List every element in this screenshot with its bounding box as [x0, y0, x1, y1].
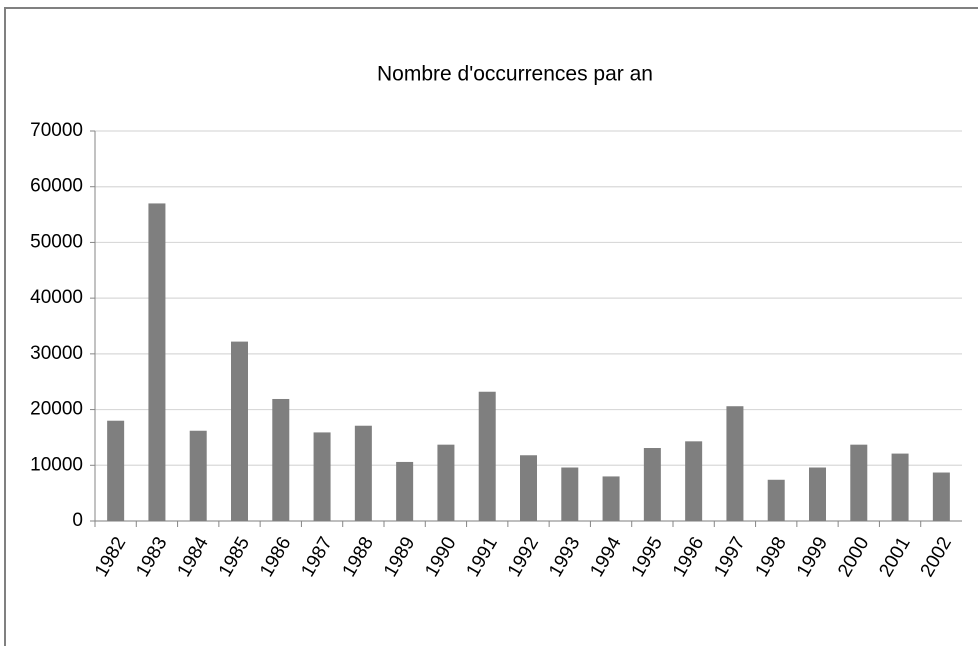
bar: [231, 341, 248, 521]
bar: [189, 430, 207, 521]
x-tick-label: 2002: [917, 534, 956, 581]
bar: [809, 467, 826, 521]
bar: [891, 453, 909, 521]
bar: [726, 406, 744, 521]
x-tick-label: 1990: [421, 534, 460, 581]
bar: [602, 476, 620, 521]
x-tick-label: 1983: [132, 534, 171, 581]
x-tick-label: 1993: [545, 534, 584, 581]
bar: [354, 425, 372, 521]
x-tick-label: 1991: [463, 534, 502, 581]
x-tick-label: 1996: [669, 534, 708, 581]
bar: [932, 472, 950, 521]
bar: [478, 391, 496, 521]
bar: [685, 441, 703, 521]
x-tick-label: 2001: [875, 534, 914, 581]
x-tick-label: 1989: [380, 534, 419, 581]
x-tick-label: 1994: [586, 533, 626, 580]
y-tick-label: 0: [72, 510, 83, 531]
bar: [850, 444, 868, 521]
x-tick-label: 1997: [710, 534, 749, 581]
x-tick-label: 1992: [504, 534, 543, 581]
bar: [561, 467, 579, 521]
bar: [396, 461, 414, 521]
x-tick-label: 1999: [793, 534, 832, 581]
x-tick-label: 1984: [174, 533, 214, 580]
x-tick-label: 1998: [752, 534, 791, 581]
bar: [107, 420, 125, 521]
x-tick-label: 1995: [628, 534, 667, 581]
x-tick-label: 1982: [91, 534, 130, 581]
bar: [520, 455, 537, 521]
y-tick-label: 60000: [30, 176, 83, 197]
x-tick-label: 1987: [297, 534, 336, 581]
y-tick-label: 40000: [30, 287, 83, 308]
y-tick-label: 20000: [30, 399, 83, 420]
y-tick-label: 30000: [30, 343, 83, 364]
bar: [767, 479, 785, 521]
x-tick-label: 2000: [834, 534, 873, 581]
bar: [272, 398, 290, 521]
bar: [643, 448, 661, 521]
y-tick-label: 50000: [30, 231, 83, 252]
bar: [313, 432, 331, 521]
bar: [437, 444, 455, 521]
chart-title: Nombre d'occurrences par an: [377, 63, 653, 86]
y-tick-label: 70000: [30, 120, 83, 141]
chart-frame: [4, 7, 978, 646]
x-tick-label: 1986: [256, 534, 295, 581]
y-tick-label: 10000: [30, 454, 83, 475]
x-tick-label: 1985: [215, 534, 254, 581]
bar: [148, 203, 166, 521]
x-tick-label: 1988: [339, 534, 378, 581]
